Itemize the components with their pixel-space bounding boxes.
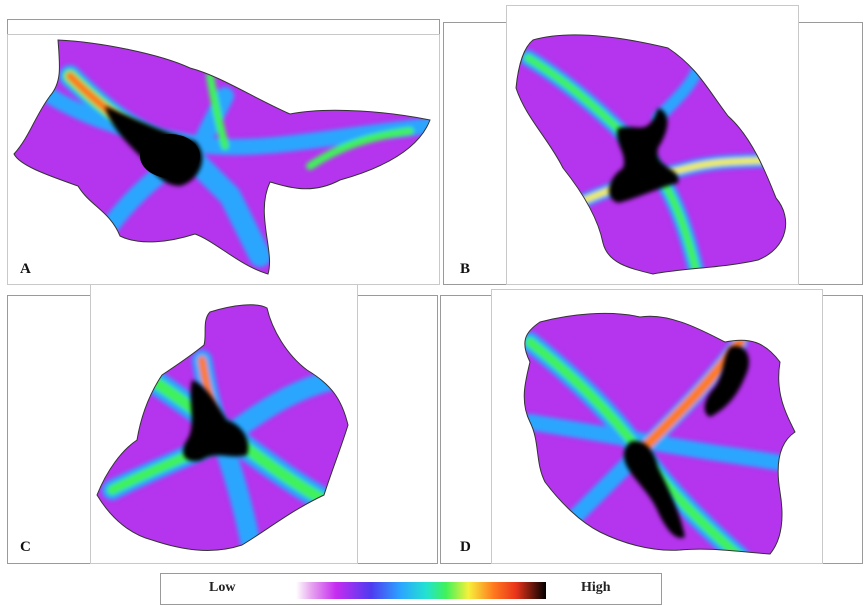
legend-high-label: High: [581, 580, 611, 595]
region-a-fill: [14, 40, 430, 274]
legend-low-label: Low: [209, 580, 236, 595]
legend-color-ramp: [296, 582, 546, 599]
panel-b-label: B: [460, 261, 471, 277]
region-b-fill: [516, 34, 786, 274]
region-d-fill: [524, 313, 795, 554]
region-c-fill: [97, 304, 348, 551]
heatmap-region-a: [13, 39, 431, 275]
panel-a-label: A: [20, 261, 31, 277]
panel-d-label: D: [460, 539, 471, 555]
panel-c-label: C: [20, 539, 31, 555]
heatmap-region-d: [523, 312, 796, 555]
heatmap-region-b: [515, 34, 787, 275]
color-legend: Low High: [160, 573, 662, 605]
heatmap-region-c: [96, 304, 349, 551]
